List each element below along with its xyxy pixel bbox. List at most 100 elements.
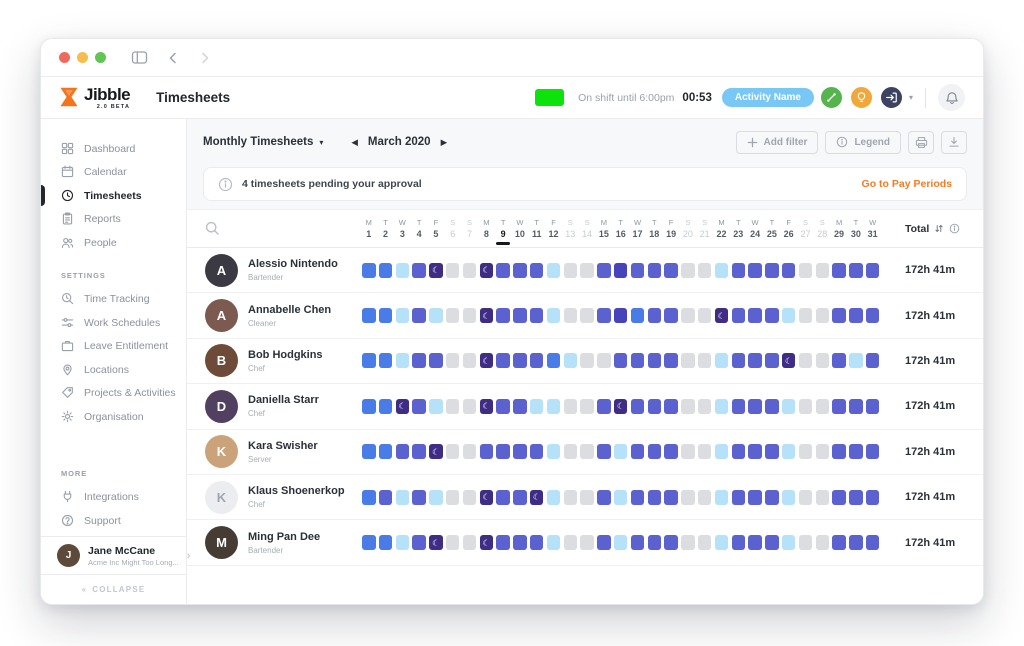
- timesheet-cell-day-8-night-shift-moon[interactable]: ☾: [479, 489, 494, 505]
- timesheet-cell-day-16-tracked-day-indigo[interactable]: [613, 353, 628, 369]
- timesheet-cell-day-11-partial-day-light-blue[interactable]: [529, 398, 544, 414]
- timesheet-cell-day-18-tracked-day-indigo[interactable]: [647, 308, 662, 324]
- timesheet-cell-day-10-tracked-day-indigo[interactable]: [513, 398, 527, 414]
- timesheet-cell-day-11-night-shift-moon[interactable]: ☾: [529, 489, 544, 505]
- timesheet-cell-day-10-tracked-day-indigo[interactable]: [513, 308, 527, 324]
- timesheet-cell-day-1-tracked-day-blue[interactable]: [362, 308, 376, 324]
- timesheet-cell-day-26-night-shift-moon[interactable]: ☾: [781, 353, 796, 369]
- timesheet-cell-day-27-no-time-gray[interactable]: [798, 308, 813, 324]
- timesheet-cell-day-30-tracked-day-indigo[interactable]: [849, 308, 863, 324]
- timesheet-cell-day-30-tracked-day-indigo[interactable]: [849, 398, 863, 414]
- timesheet-cell-day-1-tracked-day-blue[interactable]: [362, 535, 376, 551]
- timesheet-cell-day-4-tracked-day-indigo[interactable]: [412, 489, 426, 505]
- timesheet-cell-day-7-no-time-gray[interactable]: [462, 262, 477, 278]
- clock-out-button[interactable]: [878, 85, 904, 110]
- timesheet-cell-day-31-tracked-day-indigo[interactable]: [865, 398, 880, 414]
- go-to-pay-periods-link[interactable]: Go to Pay Periods: [861, 178, 952, 190]
- timesheet-cell-day-7-no-time-gray[interactable]: [462, 353, 477, 369]
- timesheet-cell-day-27-no-time-gray[interactable]: [798, 262, 813, 278]
- timesheet-cell-day-19-tracked-day-indigo[interactable]: [664, 308, 678, 324]
- timesheet-cell-day-26-partial-day-light-blue[interactable]: [781, 308, 796, 324]
- timesheet-cell-day-6-no-time-gray[interactable]: [445, 308, 460, 324]
- person-cell[interactable]: B Bob Hodgkins Chef: [187, 344, 362, 378]
- timesheet-cell-day-27-no-time-gray[interactable]: [798, 398, 813, 414]
- timesheet-cell-day-30-tracked-day-indigo[interactable]: [849, 262, 863, 278]
- timesheet-cell-day-6-no-time-gray[interactable]: [445, 535, 460, 551]
- timesheet-cell-day-7-no-time-gray[interactable]: [462, 444, 477, 460]
- bulb-button[interactable]: [848, 85, 874, 110]
- timesheet-cell-day-3-tracked-day-indigo[interactable]: [395, 444, 410, 460]
- timesheet-cell-day-12-partial-day-light-blue[interactable]: [546, 398, 561, 414]
- timesheet-cell-day-7-no-time-gray[interactable]: [462, 308, 477, 324]
- timesheet-cell-day-16-partial-day-light-blue[interactable]: [613, 444, 628, 460]
- timesheet-cell-day-10-tracked-day-indigo[interactable]: [513, 262, 527, 278]
- timesheet-cell-day-24-tracked-day-indigo[interactable]: [748, 444, 762, 460]
- timesheet-cell-day-3-night-shift-moon[interactable]: ☾: [395, 398, 410, 414]
- person-cell[interactable]: K Klaus Shoenerkop Chef: [187, 480, 362, 514]
- timesheet-cell-day-15-no-time-gray[interactable]: [597, 353, 611, 369]
- timesheet-cell-day-23-tracked-day-indigo[interactable]: [731, 444, 746, 460]
- timesheet-cell-day-4-tracked-day-indigo[interactable]: [412, 535, 426, 551]
- timesheet-cell-day-26-partial-day-light-blue[interactable]: [781, 535, 796, 551]
- timesheet-cell-day-20-no-time-gray[interactable]: [681, 535, 695, 551]
- timesheet-cell-day-30-partial-day-light-blue[interactable]: [849, 353, 863, 369]
- sidebar-item-calendar[interactable]: Calendar: [41, 161, 186, 185]
- timesheet-cell-day-1-tracked-day-blue[interactable]: [362, 444, 376, 460]
- timesheet-cell-day-7-no-time-gray[interactable]: [462, 489, 477, 505]
- timesheet-cell-day-29-tracked-day-indigo[interactable]: [832, 398, 846, 414]
- timesheet-cell-day-22-partial-day-light-blue[interactable]: [714, 489, 729, 505]
- timesheet-cell-day-22-partial-day-light-blue[interactable]: [714, 444, 729, 460]
- timesheet-cell-day-19-tracked-day-indigo[interactable]: [664, 444, 678, 460]
- timesheet-cell-day-2-tracked-day-blue[interactable]: [378, 398, 393, 414]
- timesheet-cell-day-28-no-time-gray[interactable]: [815, 489, 830, 505]
- timesheet-cell-day-18-tracked-day-indigo[interactable]: [647, 535, 662, 551]
- timesheet-cell-day-16-tracked-day-dark-indigo[interactable]: [613, 308, 628, 324]
- timesheet-cell-day-16-tracked-day-dark-indigo[interactable]: [613, 262, 628, 278]
- download-button[interactable]: [941, 130, 967, 154]
- jibble-logo[interactable]: Jibble 2.0 BETA: [59, 85, 131, 110]
- timesheet-cell-day-5-partial-day-light-blue[interactable]: [429, 489, 443, 505]
- timesheet-cell-day-14-no-time-gray[interactable]: [580, 262, 594, 278]
- timesheet-cell-day-23-tracked-day-indigo[interactable]: [731, 262, 746, 278]
- timesheet-cell-day-30-tracked-day-indigo[interactable]: [849, 489, 863, 505]
- timesheet-cell-day-19-tracked-day-indigo[interactable]: [664, 262, 678, 278]
- timesheet-cell-day-8-night-shift-moon[interactable]: ☾: [479, 535, 494, 551]
- timesheet-cell-day-24-tracked-day-indigo[interactable]: [748, 535, 762, 551]
- timesheet-cell-day-1-tracked-day-blue[interactable]: [362, 262, 376, 278]
- timesheet-cell-day-19-tracked-day-indigo[interactable]: [664, 353, 678, 369]
- timesheet-cell-day-21-no-time-gray[interactable]: [697, 489, 712, 505]
- timesheet-cell-day-2-tracked-day-blue[interactable]: [378, 308, 393, 324]
- timesheet-cell-day-26-partial-day-light-blue[interactable]: [781, 489, 796, 505]
- timesheet-cell-day-11-tracked-day-indigo[interactable]: [529, 308, 544, 324]
- back-chevron-icon[interactable]: [166, 51, 180, 65]
- sidebar-item-integrations[interactable]: Integrations: [41, 486, 186, 510]
- sidebar-item-time-tracking[interactable]: Time Tracking: [41, 288, 186, 312]
- timesheet-cell-day-17-tracked-day-indigo[interactable]: [630, 353, 645, 369]
- timesheet-cell-day-5-night-shift-moon[interactable]: ☾: [429, 444, 443, 460]
- timesheet-cell-day-11-tracked-day-indigo[interactable]: [529, 262, 544, 278]
- timesheet-cell-day-25-tracked-day-indigo[interactable]: [765, 535, 779, 551]
- timesheet-cell-day-10-tracked-day-indigo[interactable]: [513, 444, 527, 460]
- person-cell[interactable]: A Alessio Nintendo Bartender: [187, 253, 362, 287]
- timesheet-cell-day-5-night-shift-moon[interactable]: ☾: [429, 262, 443, 278]
- sidebar-item-work-schedules[interactable]: Work Schedules: [41, 311, 186, 335]
- timesheet-cell-day-30-tracked-day-indigo[interactable]: [849, 535, 863, 551]
- timesheet-cell-day-24-tracked-day-indigo[interactable]: [748, 489, 762, 505]
- timesheet-cell-day-31-tracked-day-indigo[interactable]: [865, 535, 880, 551]
- timesheet-cell-day-15-tracked-day-indigo[interactable]: [597, 308, 611, 324]
- timesheet-cell-day-21-no-time-gray[interactable]: [697, 353, 712, 369]
- previous-month-button[interactable]: ◀: [351, 136, 358, 147]
- timesheet-cell-day-18-tracked-day-indigo[interactable]: [647, 398, 662, 414]
- timesheet-cell-day-11-tracked-day-indigo[interactable]: [529, 353, 544, 369]
- timesheet-cell-day-12-partial-day-light-blue[interactable]: [546, 535, 561, 551]
- timesheet-cell-day-18-tracked-day-indigo[interactable]: [647, 489, 662, 505]
- notifications-button[interactable]: [938, 84, 965, 111]
- timesheet-cell-day-29-tracked-day-indigo[interactable]: [832, 262, 846, 278]
- timesheet-cell-day-4-tracked-day-indigo[interactable]: [412, 308, 426, 324]
- timesheet-cell-day-3-partial-day-light-blue[interactable]: [395, 489, 410, 505]
- timesheet-cell-day-2-tracked-day-blue[interactable]: [378, 353, 393, 369]
- collapse-sidebar-button[interactable]: « COLLAPSE: [41, 574, 186, 604]
- timesheet-cell-day-17-tracked-day-indigo[interactable]: [630, 262, 645, 278]
- timesheet-cell-day-31-tracked-day-indigo[interactable]: [865, 308, 880, 324]
- timesheet-cell-day-9-tracked-day-indigo[interactable]: [496, 444, 510, 460]
